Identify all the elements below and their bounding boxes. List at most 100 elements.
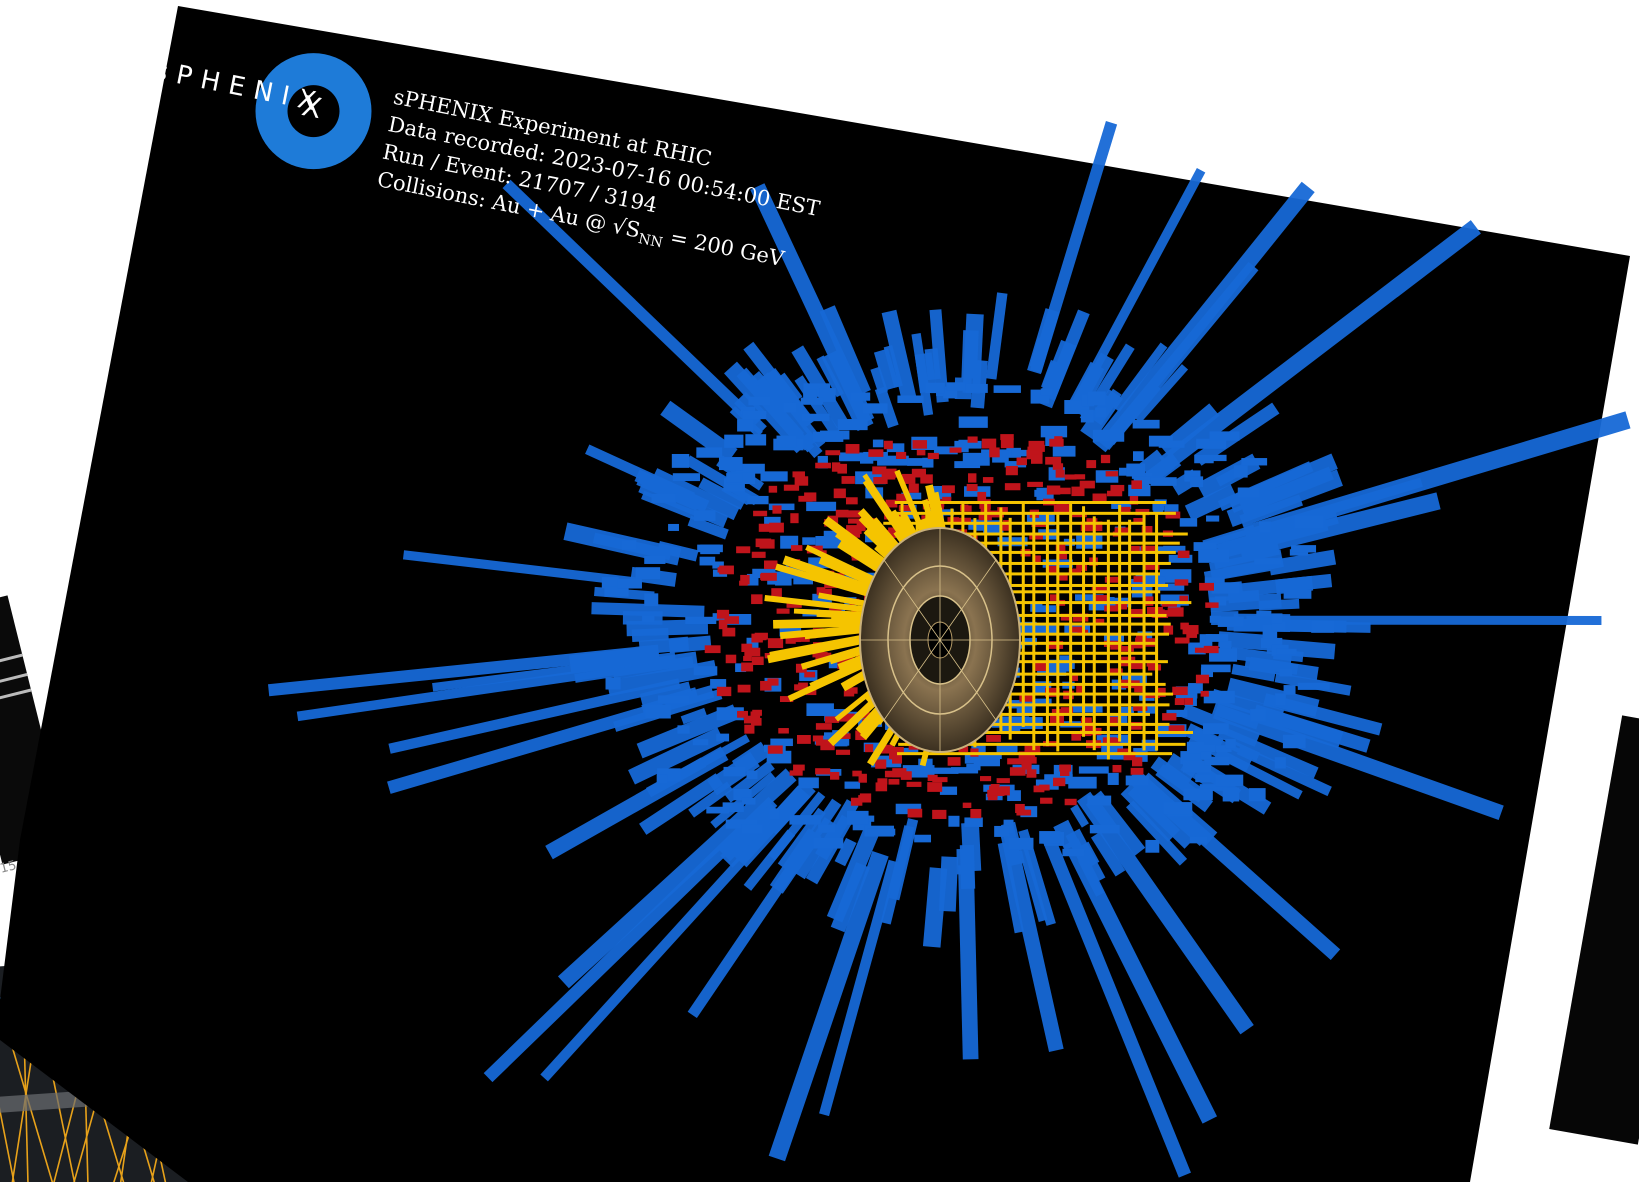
calorimeter-cell xyxy=(1029,533,1043,540)
calorimeter-cell xyxy=(804,492,817,502)
calorimeter-cell xyxy=(1219,640,1232,652)
calorimeter-tower xyxy=(1238,492,1441,559)
calorimeter-tower xyxy=(961,330,979,379)
calorimeter-cell xyxy=(1222,787,1240,802)
calorimeter-cell xyxy=(942,496,952,502)
calorimeter-cell xyxy=(901,532,1188,536)
calorimeter-cell xyxy=(986,734,1001,742)
calorimeter-cell xyxy=(744,647,761,657)
calorimeter-tower xyxy=(816,355,844,398)
calorimeter-cell xyxy=(1027,698,1052,706)
calorimeter-cell xyxy=(791,633,802,643)
calorimeter-cell xyxy=(1069,675,1079,682)
calorimeter-cell xyxy=(1092,516,1096,751)
calorimeter-cell xyxy=(863,742,884,752)
calorimeter-cell xyxy=(872,439,884,448)
calorimeter-cell xyxy=(672,473,701,482)
calorimeter-cell xyxy=(716,609,730,619)
calorimeter-cell xyxy=(881,712,1150,716)
calorimeter-tower xyxy=(1243,411,1631,543)
calorimeter-cell xyxy=(1283,589,1312,599)
calorimeter-tower xyxy=(782,555,882,597)
calorimeter-tower xyxy=(634,469,710,513)
calorimeter-cell xyxy=(779,696,794,703)
calorimeter-cell xyxy=(812,651,828,658)
calorimeter-cell xyxy=(716,733,730,742)
calorimeter-cell xyxy=(1144,693,1160,699)
calorimeter-cell xyxy=(1104,605,1119,612)
calorimeter-cell xyxy=(1068,568,1082,575)
calorimeter-cell xyxy=(737,419,754,432)
calorimeter-cell xyxy=(751,594,763,605)
calorimeter-cell xyxy=(1016,457,1027,466)
calorimeter-tower xyxy=(821,349,874,432)
calorimeter-cell xyxy=(696,447,723,458)
calorimeter-tower xyxy=(958,865,979,1060)
calorimeter-cell xyxy=(735,463,765,474)
calorimeter-cell xyxy=(741,662,754,672)
calorimeter-cell xyxy=(1164,504,1179,516)
calorimeter-cell xyxy=(852,770,862,777)
calorimeter-cell xyxy=(785,634,796,644)
calorimeter-cell xyxy=(947,757,961,766)
calorimeter-tower xyxy=(1043,309,1090,401)
calorimeter-tower xyxy=(924,348,941,381)
calorimeter-tower xyxy=(768,850,889,1162)
calorimeter-cell xyxy=(887,703,1170,707)
calorimeter-cell xyxy=(1202,723,1229,735)
calorimeter-cell xyxy=(755,538,772,548)
calorimeter-tower xyxy=(1070,804,1089,828)
sphenix-header: sPHENIX X sPHENIX Experiment at RHIC Dat… xyxy=(151,42,822,271)
calorimeter-cell xyxy=(601,577,619,589)
calorimeter-cell xyxy=(888,527,902,534)
calorimeter-cell xyxy=(1282,734,1306,749)
calorimeter-cell xyxy=(1017,621,1037,634)
calorimeter-cell xyxy=(1086,460,1097,469)
calorimeter-cell xyxy=(1205,602,1219,608)
calorimeter-cell xyxy=(745,434,767,446)
calorimeter-cell xyxy=(764,516,781,526)
calorimeter-cell xyxy=(1030,454,1043,464)
calorimeter-cell xyxy=(911,468,926,478)
calorimeter-cell xyxy=(888,778,900,785)
calorimeter-cell xyxy=(839,713,855,722)
calorimeter-cell xyxy=(815,739,832,746)
calorimeter-cell xyxy=(1201,664,1231,673)
calorimeter-cell xyxy=(1056,573,1068,581)
calorimeter-cell xyxy=(1241,458,1268,466)
calorimeter-cell xyxy=(1045,456,1062,465)
calorimeter-cell xyxy=(1233,465,1248,478)
calorimeter-cell xyxy=(815,462,831,469)
calorimeter-cell xyxy=(1082,506,1086,737)
calorimeter-cell xyxy=(1078,766,1109,774)
calorimeter-cell xyxy=(1026,769,1037,778)
calorimeter-tower xyxy=(574,656,694,683)
calorimeter-cell xyxy=(1094,585,1111,593)
calorimeter-cell xyxy=(1167,607,1184,617)
calorimeter-tower xyxy=(1063,838,1218,1124)
calorimeter-cell xyxy=(849,530,861,538)
calorimeter-cell xyxy=(1052,445,1076,457)
calorimeter-cell xyxy=(644,593,659,607)
calorimeter-cell xyxy=(1058,487,1071,495)
calorimeter-tower xyxy=(939,856,959,912)
calorimeter-cell xyxy=(812,735,824,742)
calorimeter-cell xyxy=(692,739,709,746)
calorimeter-cell xyxy=(1107,772,1119,785)
calorimeter-cell xyxy=(883,440,893,450)
calorimeter-cell xyxy=(677,725,690,734)
calorimeter-cell xyxy=(1186,630,1198,638)
calorimeter-cell xyxy=(1161,601,1177,607)
calorimeter-cell xyxy=(1140,545,1157,553)
calorimeter-cell xyxy=(1271,613,1283,624)
calorimeter-cell xyxy=(1203,454,1227,462)
calorimeter-cell xyxy=(741,797,756,805)
calorimeter-cell xyxy=(1291,545,1317,553)
calorimeter-cell xyxy=(1024,637,1037,646)
calorimeter-cell xyxy=(778,728,789,734)
calorimeter-cell xyxy=(1195,674,1210,684)
calorimeter-cell xyxy=(994,825,1010,837)
calorimeter-cell xyxy=(1150,477,1177,486)
calorimeter-cell xyxy=(621,540,637,550)
